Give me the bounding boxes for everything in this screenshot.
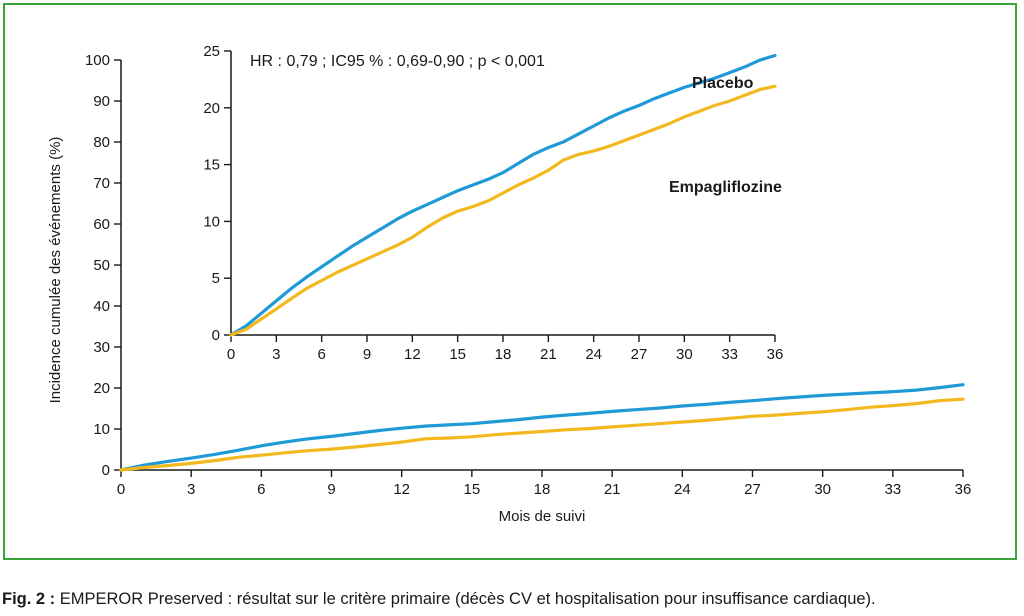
main-y-tick-label: 0 (102, 462, 110, 479)
inset-y-tick-label: 15 (203, 157, 220, 174)
inset-x-tick-label: 12 (404, 346, 421, 363)
main-series-placebo-line (119, 383, 965, 472)
figure-caption: Fig. 2 : EMPEROR Preserved : résultat su… (2, 590, 1024, 609)
figure-frame (3, 3, 1017, 560)
main-x-axis-title: Mois de suivi (499, 508, 586, 525)
inset-x-tick-label: 18 (495, 346, 512, 363)
main-chart: 0 3 6 9 12 15 18 21 24 27 30 33 36010203040506070809… (47, 52, 971, 525)
inset-series-label-empagliflozine: Empagliflozine (669, 179, 782, 196)
main-x-tick-label: 24 (674, 481, 691, 498)
inset-series-label-placebo: Placebo (692, 75, 754, 92)
main-y-tick-label: 80 (93, 134, 110, 151)
main-x-tick-label: 9 (327, 481, 335, 498)
main-x-tick-label: 30 (814, 481, 831, 498)
inset-x-tick-label: 27 (631, 346, 648, 363)
inset-y-tick-label: 25 (203, 43, 220, 60)
main-y-tick-label: 60 (93, 216, 110, 233)
inset-x-tick-label: 36 (767, 346, 784, 363)
caption-label: Fig. 2 : (2, 590, 56, 608)
inset-x-tick-label: 15 (449, 346, 466, 363)
main-y-tick-label: 30 (93, 339, 110, 356)
inset-x-tick-label: 30 (676, 346, 693, 363)
main-y-tick-label: 100 (85, 52, 110, 69)
inset-x-tick-label: 21 (540, 346, 557, 363)
inset-x-tick-label: 33 (721, 346, 738, 363)
inset-y-tick-label: 20 (203, 100, 220, 117)
inset-y-tick-label: 10 (203, 213, 220, 230)
inset-y-tick-label: 5 (212, 270, 220, 287)
main-x-tick-label: 33 (884, 481, 901, 498)
main-y-axis-title: Incidence cumulée des événements (%) (47, 137, 64, 404)
chart-canvas: 0 3 6 9 12 15 18 21 24 27 30 33 36010203040506070809… (47, 43, 971, 525)
main-y-tick-label: 50 (93, 257, 110, 274)
main-y-tick-label: 90 (93, 93, 110, 110)
inset-y-tick-label: 0 (212, 327, 220, 344)
main-series-empagliflozine-line (119, 397, 965, 472)
main-x-tick-label: 18 (534, 481, 551, 498)
main-x-tick-label: 12 (393, 481, 410, 498)
main-x-tick-label: 3 (187, 481, 195, 498)
inset-x-tick-label: 3 (272, 346, 280, 363)
main-y-tick-label: 20 (93, 380, 110, 397)
inset-series-placebo-line (229, 53, 777, 337)
main-x-tick-label: 0 (117, 481, 125, 498)
inset-x-tick-label: 6 (317, 346, 325, 363)
caption-text: EMPEROR Preserved : résultat sur le crit… (55, 590, 876, 608)
main-x-tick-label: 36 (955, 481, 972, 498)
main-x-tick-label: 15 (463, 481, 480, 498)
inset-x-tick-label: 24 (585, 346, 602, 363)
inset-series-empagliflozine-line (229, 84, 777, 337)
inset-x-tick-label: 0 (227, 346, 235, 363)
inset-x-tick-label: 9 (363, 346, 371, 363)
main-x-tick-label: 21 (604, 481, 621, 498)
inset-hazard-ratio-annotation: HR : 0,79 ; IC95 % : 0,69-0,90 ; p < 0,0… (250, 53, 545, 70)
main-x-tick-label: 27 (744, 481, 761, 498)
main-y-tick-label: 40 (93, 298, 110, 315)
main-y-tick-label: 70 (93, 175, 110, 192)
main-y-tick-label: 10 (93, 421, 110, 438)
main-x-tick-label: 6 (257, 481, 265, 498)
